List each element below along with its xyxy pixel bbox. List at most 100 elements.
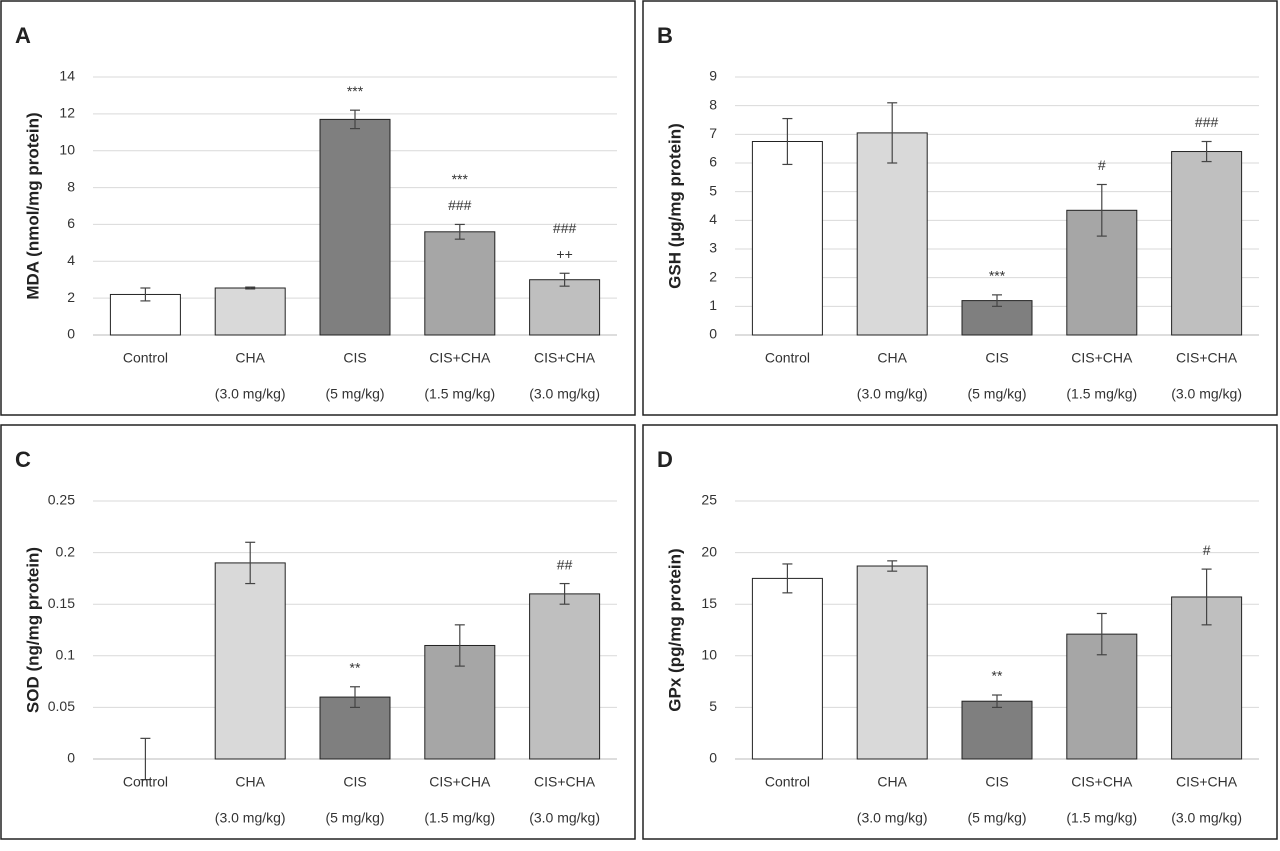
significance-label: *** <box>347 83 364 99</box>
y-tick-label: 7 <box>709 125 717 141</box>
y-tick-label: 8 <box>709 96 717 112</box>
x-tick-label: CIS+CHA <box>429 350 491 366</box>
panel-label: C <box>15 447 31 472</box>
bar <box>319 118 391 336</box>
y-axis-title: GPx (pg/mg protein) <box>665 548 684 711</box>
x-tick-label: CIS+CHA <box>534 350 596 366</box>
y-tick-label: 20 <box>701 543 717 559</box>
bar <box>751 577 823 760</box>
y-axis-title: GSH (µg/mg protein) <box>665 123 684 289</box>
error-bar <box>559 582 570 605</box>
bar <box>529 593 601 760</box>
error-bar <box>245 541 256 585</box>
bar <box>751 141 823 336</box>
error-bar <box>559 272 570 287</box>
error-bar <box>1096 183 1107 237</box>
y-tick-label: 0.1 <box>56 647 76 663</box>
y-axis-title: MDA (nmol/mg protein) <box>23 112 42 299</box>
y-tick-label: 2 <box>67 289 75 305</box>
y-tick-label: 10 <box>59 141 75 157</box>
bar <box>424 231 496 336</box>
y-tick-label: 8 <box>67 178 75 194</box>
y-tick-label: 0 <box>709 750 717 766</box>
y-tick-label: 0.2 <box>56 543 76 559</box>
x-tick-label: (1.5 mg/kg) <box>1066 810 1137 826</box>
y-tick-label: 15 <box>701 595 717 611</box>
error-bar <box>992 294 1002 307</box>
error-bar <box>350 109 360 130</box>
x-tick-label: (1.5 mg/kg) <box>1066 386 1137 402</box>
error-bar <box>992 694 1002 709</box>
x-tick-label: Control <box>765 350 810 366</box>
error-bar <box>454 624 465 667</box>
error-bar <box>782 563 793 594</box>
x-tick-label: (5 mg/kg) <box>967 810 1026 826</box>
significance-label: ### <box>553 220 577 236</box>
bar <box>214 562 286 760</box>
x-tick-label: (3.0 mg/kg) <box>857 386 928 402</box>
panel-frame <box>0 424 636 840</box>
significance-label: # <box>1098 157 1106 173</box>
y-tick-label: 25 <box>701 492 717 508</box>
significance-label: *** <box>452 171 469 187</box>
significance-label: ++ <box>556 246 572 262</box>
x-tick-label: CHA <box>235 774 265 790</box>
error-bar <box>1201 568 1212 626</box>
x-tick-label: (3.0 mg/kg) <box>215 386 286 402</box>
y-tick-label: 14 <box>59 68 75 84</box>
error-bar <box>1096 612 1107 656</box>
x-tick-label: (5 mg/kg) <box>325 810 384 826</box>
x-tick-label: (1.5 mg/kg) <box>424 810 495 826</box>
significance-label: ** <box>350 659 361 675</box>
x-tick-label: CHA <box>235 350 265 366</box>
x-tick-label: CIS+CHA <box>1071 350 1133 366</box>
significance-label: ## <box>557 556 573 572</box>
error-bar <box>887 560 898 572</box>
x-tick-label: CIS+CHA <box>429 774 491 790</box>
error-bar <box>245 286 256 290</box>
error-bar <box>887 102 898 164</box>
bar <box>529 279 601 336</box>
x-tick-label: CIS <box>343 350 366 366</box>
y-tick-label: 6 <box>67 215 75 231</box>
y-tick-label: 10 <box>701 647 717 663</box>
bar <box>319 696 391 760</box>
x-tick-label: CIS <box>985 774 1008 790</box>
x-tick-label: CHA <box>877 350 907 366</box>
x-tick-label: (3.0 mg/kg) <box>529 386 600 402</box>
y-tick-label: 5 <box>709 182 717 198</box>
x-tick-label: CIS+CHA <box>1071 774 1133 790</box>
y-tick-label: 3 <box>709 240 717 256</box>
panel-label: D <box>657 447 673 472</box>
y-tick-label: 0.15 <box>48 595 75 611</box>
y-tick-label: 4 <box>709 211 717 227</box>
bar <box>1171 151 1243 336</box>
y-tick-label: 12 <box>59 105 75 121</box>
significance-label: ** <box>992 668 1003 684</box>
y-tick-label: 2 <box>709 268 717 284</box>
y-tick-label: 4 <box>67 252 75 268</box>
bar <box>856 132 928 336</box>
x-tick-label: CIS+CHA <box>534 774 596 790</box>
x-tick-label: CHA <box>877 774 907 790</box>
error-bar <box>350 686 360 709</box>
panel-frame <box>642 424 1278 840</box>
significance-label: *** <box>989 268 1006 284</box>
error-bar <box>1201 140 1212 163</box>
y-tick-label: 0 <box>709 326 717 342</box>
x-tick-label: CIS+CHA <box>1176 350 1238 366</box>
error-bar <box>140 287 151 302</box>
bar <box>961 700 1033 760</box>
panel-frame <box>642 0 1278 416</box>
x-tick-label: Control <box>765 774 810 790</box>
panel-frame <box>0 0 636 416</box>
error-bar <box>140 737 151 781</box>
error-bar <box>454 223 465 240</box>
x-tick-label: Control <box>123 350 168 366</box>
x-tick-label: CIS <box>343 774 366 790</box>
bar <box>856 565 928 760</box>
y-tick-label: 0.05 <box>48 698 75 714</box>
y-tick-label: 1 <box>709 297 717 313</box>
bar <box>214 287 286 336</box>
